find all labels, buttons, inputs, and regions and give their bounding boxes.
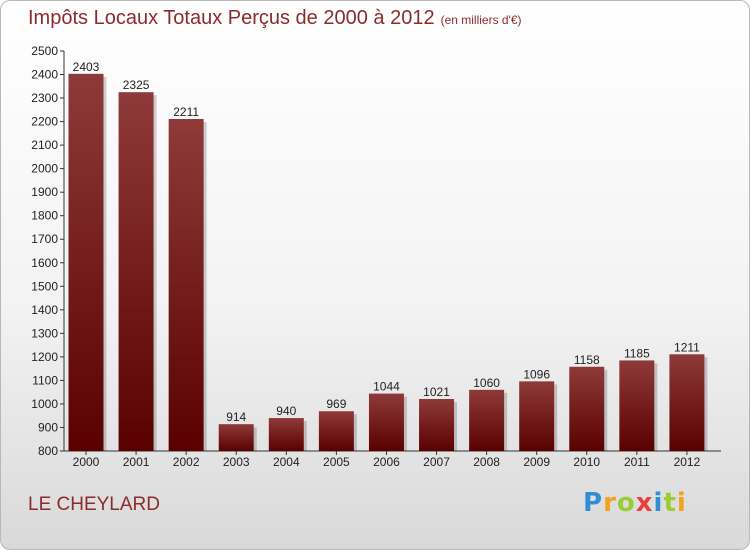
x-tick-label-2001: 2001	[123, 455, 150, 469]
logo-letter: r	[603, 488, 617, 518]
y-tick-label: 1100	[32, 373, 58, 387]
value-label-2006: 1044	[373, 380, 400, 394]
y-tick-label: 1700	[31, 232, 58, 246]
value-label-2008: 1060	[473, 376, 500, 390]
bar-shadow	[704, 357, 708, 451]
bar-2001	[118, 92, 154, 452]
bar-shadow	[554, 384, 558, 451]
proxiti-logo: Proxiti	[583, 488, 687, 518]
x-tick-label-2012: 2012	[674, 455, 701, 469]
bar-2003	[218, 424, 254, 451]
y-tick-label: 1200	[31, 350, 58, 364]
value-label-2003: 914	[226, 410, 246, 424]
value-label-2009: 1096	[523, 367, 550, 381]
x-tick-label-2007: 2007	[423, 455, 450, 469]
bar-shadow	[604, 369, 608, 451]
chart-subtitle: (en milliers d'€)	[440, 13, 522, 27]
bars	[68, 73, 708, 452]
y-tick-label: 2200	[31, 115, 58, 129]
bar-2002	[168, 119, 204, 451]
x-tick-label-2008: 2008	[473, 455, 500, 469]
value-labels: 2403 2325 2211 914 940 969 1044 1021 1060 1096 115…	[73, 60, 700, 424]
bar-2007	[419, 399, 455, 451]
bar-shadow	[203, 122, 207, 451]
bar-shadow	[103, 76, 107, 451]
y-tick-label: 2400	[31, 68, 58, 82]
x-tick-label-2006: 2006	[373, 455, 400, 469]
x-tick-label-2010: 2010	[573, 455, 600, 469]
x-axis-ticks: 2000 2001 2002 2003 2004 2005 2006 2007 2008 2009…	[73, 451, 701, 469]
y-tick-label: 900	[38, 420, 58, 434]
y-tick-label: 1400	[31, 303, 58, 317]
value-label-2001: 2325	[123, 78, 150, 92]
x-tick-label-2002: 2002	[173, 455, 200, 469]
y-tick-label: 2000	[31, 162, 58, 176]
x-tick-label-2009: 2009	[523, 455, 550, 469]
value-label-2012: 1211	[674, 340, 700, 354]
logo-letter: x	[635, 488, 654, 518]
value-label-2010: 1158	[574, 353, 600, 367]
y-tick-label: 1300	[31, 326, 58, 340]
logo-letter: i	[676, 488, 687, 518]
bar-2012	[669, 354, 705, 451]
bar-shadow	[153, 95, 157, 452]
x-tick-label-2004: 2004	[273, 455, 300, 469]
bar-2008	[469, 389, 505, 451]
bar-2011	[619, 360, 655, 451]
bar-2009	[519, 381, 555, 451]
chart-title-text: Impôts Locaux Totaux Perçus de 2000 à 20…	[28, 7, 435, 29]
chart-title: Impôts Locaux Totaux Perçus de 2000 à 20…	[28, 7, 522, 30]
bar-shadow	[353, 414, 357, 451]
y-tick-label: 800	[38, 444, 58, 458]
y-axis-ticks: 800 900 1000 1100 1200 1300 1400 1500 1600 1700 18…	[31, 44, 64, 458]
value-label-2002: 2211	[173, 105, 199, 119]
logo-letter: o	[616, 488, 636, 518]
y-tick-label: 2100	[31, 138, 58, 152]
place-name: LE CHEYLARD	[28, 494, 160, 515]
bar-2005	[318, 411, 354, 451]
logo-letter: i	[653, 488, 664, 518]
bar-shadow	[303, 421, 307, 451]
logo-letter: P	[583, 488, 604, 518]
x-tick-label-2003: 2003	[223, 455, 250, 469]
y-tick-label: 2500	[31, 44, 58, 58]
bar-shadow	[454, 402, 458, 451]
bar-2000	[68, 73, 104, 451]
logo-letter: t	[663, 488, 677, 518]
value-label-2007: 1021	[423, 385, 450, 399]
bar-shadow	[654, 363, 658, 451]
y-tick-label: 2300	[31, 91, 58, 105]
y-tick-label: 1900	[31, 185, 58, 199]
bar-2006	[368, 393, 404, 451]
y-tick-label: 1500	[31, 279, 58, 293]
value-label-2000: 2403	[73, 60, 100, 74]
bar-shadow	[403, 396, 407, 451]
x-tick-label-2011: 2011	[624, 455, 650, 469]
bar-shadow	[504, 392, 508, 451]
bar-shadow	[253, 427, 257, 451]
x-tick-label-2005: 2005	[323, 455, 350, 469]
value-label-2011: 1185	[624, 346, 650, 360]
bar-2004	[268, 418, 304, 451]
value-label-2004: 940	[276, 404, 296, 418]
value-label-2005: 969	[326, 397, 346, 411]
x-tick-label-2000: 2000	[73, 455, 100, 469]
y-tick-label: 1800	[31, 209, 58, 223]
y-tick-label: 1600	[31, 256, 58, 270]
bar-2010	[569, 366, 605, 451]
y-tick-label: 1000	[31, 397, 58, 411]
